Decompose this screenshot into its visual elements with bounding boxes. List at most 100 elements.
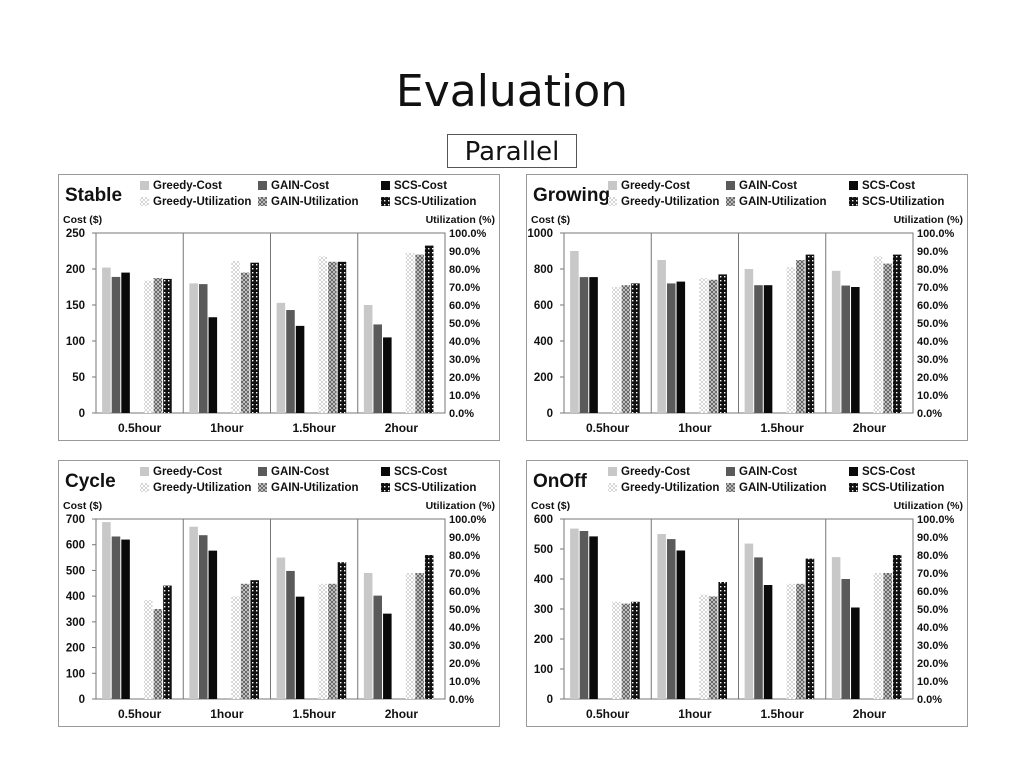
bar-scs-utilization-2hour xyxy=(424,555,434,699)
y-tick-label: 100 xyxy=(534,664,553,676)
bar-scs-utilization-1hour xyxy=(718,582,727,699)
y2-tick-label: 40.0% xyxy=(917,622,948,634)
legend-item-gain-utilization: GAIN-Utilization xyxy=(726,482,827,494)
y2-tick-label: 60.0% xyxy=(449,300,480,312)
legend-label: GAIN-Cost xyxy=(739,466,797,478)
x-tick-label: 1.5hour xyxy=(292,707,336,721)
y-tick-label: 400 xyxy=(534,574,553,586)
legend-swatch xyxy=(258,467,267,476)
x-tick-label: 1.5hour xyxy=(760,707,804,721)
bar-scs-utilization-0-5hour xyxy=(631,283,640,413)
legend-label: Greedy-Cost xyxy=(153,466,222,478)
bar-gain-cost-2hour xyxy=(373,595,382,699)
bar-greedy-cost-1-5hour xyxy=(744,543,754,699)
y2-tick-label: 100.0% xyxy=(449,228,487,240)
legend-swatch xyxy=(726,467,735,476)
legend-swatch xyxy=(608,181,617,190)
bar-gain-utilization-2hour xyxy=(883,573,892,699)
y-tick-label: 100 xyxy=(66,336,85,348)
bar-scs-cost-1hour xyxy=(208,550,218,699)
bar-scs-cost-1-5hour xyxy=(295,596,305,699)
y2-tick-label: 30.0% xyxy=(449,640,480,652)
y2-tick-label: 20.0% xyxy=(449,372,480,384)
bar-gain-cost-2hour xyxy=(841,579,850,699)
bar-gain-cost-1-5hour xyxy=(286,570,295,699)
bar-greedy-utilization-0-5hour xyxy=(143,280,153,413)
legend-label: SCS-Utilization xyxy=(394,196,476,208)
legend-item-greedy-cost: Greedy-Cost xyxy=(608,466,690,478)
y-tick-label: 200 xyxy=(534,634,553,646)
chart-growing: Growing Greedy-Cost GAIN-Cost SCS-Cost Greed… xyxy=(527,180,963,435)
legend-swatch xyxy=(258,181,267,190)
bar-greedy-utilization-1hour xyxy=(231,260,240,413)
legend-label: Greedy-Cost xyxy=(153,180,222,192)
y2-tick-label: 80.0% xyxy=(449,264,480,276)
x-tick-label: 1hour xyxy=(678,421,712,435)
x-tick-label: 0.5hour xyxy=(118,421,162,435)
legend-item-gain-cost: GAIN-Cost xyxy=(726,180,797,192)
bar-scs-cost-1hour xyxy=(676,550,686,699)
bar-scs-utilization-1hour xyxy=(250,580,259,699)
bar-scs-utilization-0-5hour xyxy=(163,585,172,699)
legend-item-greedy-utilization: Greedy-Utilization xyxy=(608,196,719,208)
x-tick-label: 1.5hour xyxy=(292,421,336,435)
legend-label: SCS-Cost xyxy=(394,466,447,478)
bar-gain-cost-0-5hour xyxy=(579,531,589,699)
y-tick-label: 200 xyxy=(66,643,85,655)
legend-swatch xyxy=(726,197,735,206)
y-tick-label: 50 xyxy=(72,372,85,384)
legend-swatch xyxy=(381,483,390,492)
y-tick-label: 400 xyxy=(534,336,553,348)
page-title: Evaluation xyxy=(395,66,629,117)
y-tick-label: 300 xyxy=(66,617,85,629)
bar-greedy-cost-1hour xyxy=(657,260,666,413)
bar-greedy-cost-1-5hour xyxy=(276,557,286,699)
bar-gain-utilization-0-5hour xyxy=(621,285,631,413)
legend-item-gain-utilization: GAIN-Utilization xyxy=(726,196,827,208)
y2-tick-label: 100.0% xyxy=(449,514,487,526)
x-tick-label: 1hour xyxy=(210,707,244,721)
chart-title: Growing xyxy=(533,185,610,206)
legend-swatch xyxy=(140,181,149,190)
legend-item-scs-cost: SCS-Cost xyxy=(849,180,915,192)
legend-label: SCS-Utilization xyxy=(862,482,944,494)
y2-axis-label: Utilization (%) xyxy=(426,500,495,512)
legend-swatch xyxy=(381,197,390,206)
legend-label: GAIN-Utilization xyxy=(271,482,359,494)
y2-tick-label: 10.0% xyxy=(917,390,948,402)
legend-swatch xyxy=(258,483,267,492)
legend-label: Greedy-Utilization xyxy=(621,482,719,494)
x-tick-label: 0.5hour xyxy=(586,421,630,435)
y2-tick-label: 20.0% xyxy=(449,658,480,670)
legend-label: SCS-Cost xyxy=(862,180,915,192)
legend-item-greedy-utilization: Greedy-Utilization xyxy=(140,482,251,494)
bar-scs-cost-2hour xyxy=(383,337,392,413)
legend-swatch xyxy=(140,197,149,206)
chart-title: Cycle xyxy=(65,471,116,492)
x-tick-label: 0.5hour xyxy=(118,707,162,721)
bar-gain-cost-0-5hour xyxy=(111,276,121,413)
bar-gain-utilization-0-5hour xyxy=(621,603,631,699)
chart-onoff: OnOff Greedy-Cost GAIN-Cost SCS-Cost Greedy-… xyxy=(531,466,963,721)
legend-item-scs-utilization: SCS-Utilization xyxy=(381,482,476,494)
legend-item-gain-utilization: GAIN-Utilization xyxy=(258,482,359,494)
bar-scs-cost-2hour xyxy=(851,287,860,413)
legend-swatch xyxy=(258,197,267,206)
legend-swatch xyxy=(140,467,149,476)
bar-scs-cost-1-5hour xyxy=(763,585,773,699)
bar-gain-utilization-1-5hour xyxy=(796,583,805,699)
y2-axis-label: Utilization (%) xyxy=(894,214,963,226)
legend-label: Greedy-Cost xyxy=(621,180,690,192)
page-subtitle: Parallel xyxy=(447,134,577,168)
y2-tick-label: 50.0% xyxy=(449,318,480,330)
bar-greedy-utilization-1-5hour xyxy=(786,267,796,413)
bar-scs-utilization-0-5hour xyxy=(163,278,172,413)
bar-scs-utilization-1-5hour xyxy=(337,562,347,699)
legend-item-greedy-cost: Greedy-Cost xyxy=(140,180,222,192)
bar-greedy-cost-1-5hour xyxy=(276,302,286,413)
bar-scs-cost-0-5hour xyxy=(589,536,598,699)
y2-tick-label: 80.0% xyxy=(917,550,948,562)
y2-tick-label: 80.0% xyxy=(449,550,480,562)
y-tick-label: 600 xyxy=(534,300,553,312)
bar-greedy-utilization-1-5hour xyxy=(786,583,796,699)
